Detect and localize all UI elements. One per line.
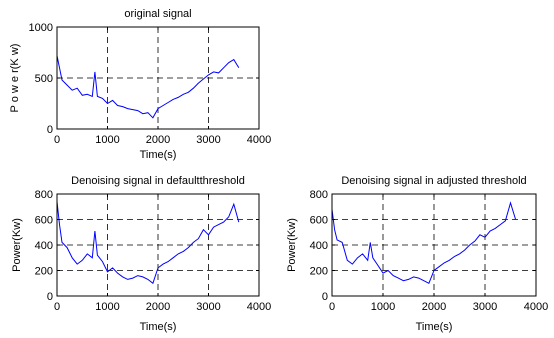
x-tick-label: 1000 bbox=[95, 134, 119, 146]
x-tick-label: 3000 bbox=[196, 301, 220, 313]
x-tick-label: 3000 bbox=[473, 301, 497, 313]
x-tick-label: 4000 bbox=[524, 301, 548, 313]
series-line-1 bbox=[56, 55, 240, 119]
y-tick-label: 500 bbox=[35, 73, 53, 85]
chart-title: Denoising signal in adjusted threshold bbox=[341, 175, 526, 187]
chart-2: 0 1000 2000 3000 4000 0 200 400 600 800 Denoising … bbox=[11, 175, 271, 333]
y-axis-label: Power(Kw) bbox=[286, 218, 298, 272]
y-tick-label: 1000 bbox=[29, 22, 53, 34]
x-axis-label: Time(s) bbox=[416, 321, 453, 333]
series-line-1 bbox=[56, 201, 240, 285]
y-tick-label: 0 bbox=[47, 291, 53, 303]
y-tick-label: 0 bbox=[47, 124, 53, 136]
y-tick-label: 800 bbox=[310, 189, 328, 201]
x-tick-label: 1000 bbox=[95, 301, 119, 313]
x-axis-label: Time(s) bbox=[140, 149, 177, 161]
chart-title: original signal bbox=[124, 8, 191, 20]
y-tick-label: 800 bbox=[35, 189, 53, 201]
y-tick-label: 600 bbox=[310, 215, 328, 227]
y-tick-label: 400 bbox=[310, 240, 328, 252]
x-axis-label: Time(s) bbox=[140, 321, 177, 333]
x-tick-label: 0 bbox=[54, 134, 60, 146]
chart-3: 0 1000 2000 3000 4000 0 200 400 600 800 Denoising … bbox=[286, 175, 548, 333]
x-tick-label: 0 bbox=[329, 301, 335, 313]
chart-title: Denoising signal in defaultthreshold bbox=[71, 175, 245, 187]
x-tick-label: 4000 bbox=[247, 301, 271, 313]
x-tick-label: 2000 bbox=[422, 301, 446, 313]
y-tick-label: 200 bbox=[35, 266, 53, 278]
x-tick-label: 2000 bbox=[146, 134, 170, 146]
y-tick-label: 200 bbox=[310, 266, 328, 278]
series-line-1 bbox=[331, 201, 517, 284]
x-tick-label: 4000 bbox=[247, 134, 271, 146]
y-tick-label: 400 bbox=[35, 240, 53, 252]
x-tick-label: 0 bbox=[54, 301, 60, 313]
x-tick-label: 3000 bbox=[196, 134, 220, 146]
y-axis-label: P o w e r(K w) bbox=[9, 44, 21, 113]
chart-1: 0 1000 2000 3000 4000 0 500 1000 original signal… bbox=[9, 8, 271, 161]
y-axis-label: Power(Kw) bbox=[11, 218, 23, 272]
x-tick-label: 2000 bbox=[146, 301, 170, 313]
y-tick-label: 0 bbox=[322, 291, 328, 303]
y-tick-label: 600 bbox=[35, 215, 53, 227]
x-tick-label: 1000 bbox=[371, 301, 395, 313]
